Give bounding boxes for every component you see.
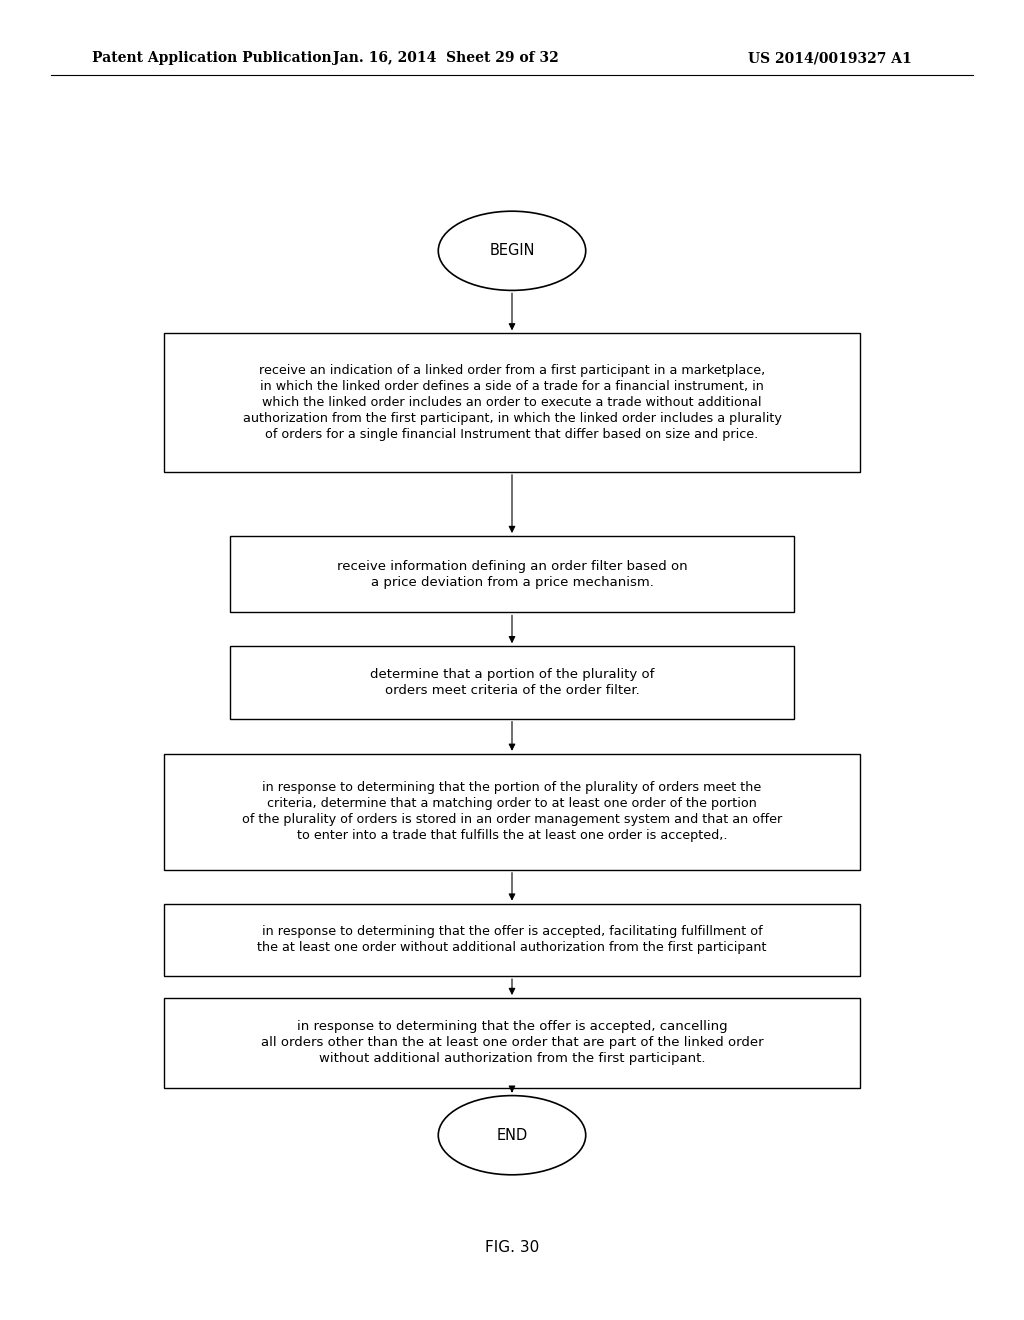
Text: BEGIN: BEGIN — [489, 243, 535, 259]
Text: in response to determining that the offer is accepted, cancelling
all orders oth: in response to determining that the offe… — [261, 1020, 763, 1065]
Text: FIG. 30: FIG. 30 — [485, 1239, 539, 1255]
Text: receive information defining an order filter based on
a price deviation from a p: receive information defining an order fi… — [337, 560, 687, 589]
FancyBboxPatch shape — [230, 536, 794, 612]
Text: receive an indication of a linked order from a first participant in a marketplac: receive an indication of a linked order … — [243, 364, 781, 441]
Text: Patent Application Publication: Patent Application Publication — [92, 51, 332, 65]
FancyBboxPatch shape — [164, 998, 860, 1088]
FancyBboxPatch shape — [164, 754, 860, 870]
FancyBboxPatch shape — [230, 647, 794, 718]
Text: US 2014/0019327 A1: US 2014/0019327 A1 — [748, 51, 911, 65]
Text: determine that a portion of the plurality of
orders meet criteria of the order f: determine that a portion of the pluralit… — [370, 668, 654, 697]
Text: Jan. 16, 2014  Sheet 29 of 32: Jan. 16, 2014 Sheet 29 of 32 — [333, 51, 558, 65]
FancyBboxPatch shape — [164, 904, 860, 977]
Text: in response to determining that the portion of the plurality of orders meet the
: in response to determining that the port… — [242, 781, 782, 842]
Ellipse shape — [438, 1096, 586, 1175]
FancyBboxPatch shape — [164, 334, 860, 473]
Text: in response to determining that the offer is accepted, facilitating fulfillment : in response to determining that the offe… — [257, 925, 767, 954]
Text: END: END — [497, 1127, 527, 1143]
Ellipse shape — [438, 211, 586, 290]
